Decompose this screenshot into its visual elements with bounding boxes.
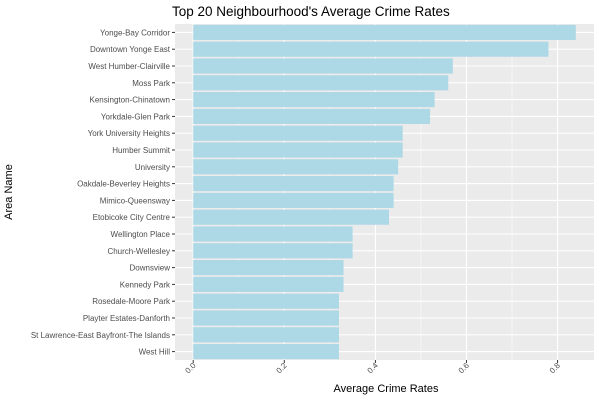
bars — [193, 24, 576, 360]
bar — [193, 75, 449, 91]
y-tick-labels: West Hill St Lawrence-East Bayfront-The I… — [31, 28, 175, 357]
y-tick-label: Kensington-Chinatown — [90, 96, 171, 105]
bar — [193, 125, 403, 141]
y-tick-label: Downtown Yonge East — [90, 45, 171, 54]
y-tick-label: Rosedale-Moore Park — [92, 297, 171, 306]
y-tick-label: Mimico-Queensway — [100, 196, 170, 205]
y-tick-label: York University Heights — [88, 129, 170, 138]
chart-title: Top 20 Neighbourhood's Average Crime Rat… — [172, 4, 450, 19]
bar — [193, 276, 344, 292]
y-tick-label: St Lawrence-East Bayfront-The Islands — [31, 331, 170, 340]
y-tick-label: Oakdale-Beverley Heights — [77, 180, 170, 189]
bar — [193, 176, 394, 192]
y-tick-label: Humber Summit — [112, 146, 171, 155]
y-tick-label: Etobicoke City Centre — [93, 213, 171, 222]
bar — [193, 24, 576, 40]
x-axis-title: Average Crime Rates — [334, 383, 439, 395]
y-tick-label: Church-Wellesley — [107, 247, 170, 256]
bar — [193, 192, 394, 208]
y-tick-label: Yonge-Bay Corridor — [100, 28, 170, 37]
plot-panel — [175, 24, 594, 360]
bar — [193, 344, 339, 360]
y-tick-label: Downsview — [130, 264, 171, 273]
bar — [193, 92, 435, 108]
y-tick-label: Moss Park — [132, 79, 171, 88]
bar — [193, 209, 390, 225]
bar — [193, 41, 549, 57]
y-axis-title: Area Name — [3, 164, 15, 220]
bar — [193, 108, 431, 124]
bar — [193, 243, 353, 259]
bar — [193, 327, 339, 343]
bar — [193, 260, 344, 276]
y-tick-label: Yorkdale-Glen Park — [101, 112, 171, 121]
y-tick-label: University — [135, 163, 170, 172]
bar — [193, 142, 403, 158]
bar — [193, 58, 453, 74]
y-tick-label: West Hill — [139, 348, 171, 357]
y-tick-label: Playter Estates-Danforth — [83, 314, 170, 323]
bar — [193, 293, 339, 309]
y-tick-label: Wellington Place — [111, 230, 171, 239]
bar — [193, 310, 339, 326]
bar — [193, 159, 399, 175]
y-tick-label: Kennedy Park — [120, 280, 171, 289]
y-tick-label: West Humber-Clairville — [88, 62, 170, 71]
bar — [193, 226, 353, 242]
